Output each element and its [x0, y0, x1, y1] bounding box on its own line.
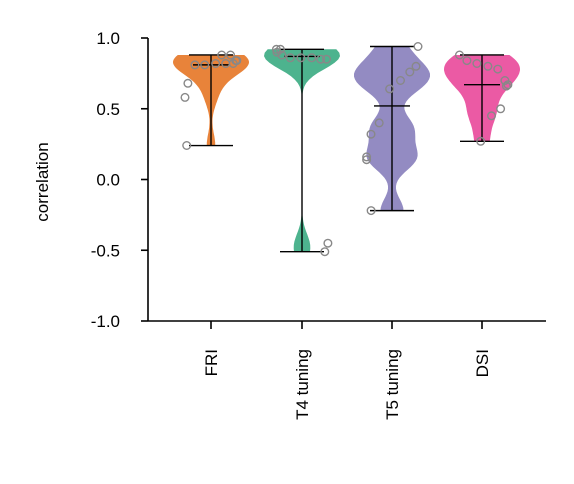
data-point — [183, 78, 193, 88]
data-point — [503, 80, 513, 90]
data-point — [385, 84, 395, 94]
x-ticks: FRI T4 tuning T5 tuning DSI — [202, 321, 492, 420]
data-point — [411, 61, 421, 71]
data-point — [366, 129, 376, 139]
data-point — [320, 247, 330, 257]
data-point — [217, 50, 227, 60]
violins-layer — [173, 46, 520, 252]
data-point — [182, 140, 192, 150]
data-point — [462, 56, 472, 66]
data-point — [501, 81, 511, 91]
y-ticks: 1.0 0.5 0.0 -0.5 -1.0 — [91, 29, 148, 331]
y-tick-label: 0.0 — [96, 171, 120, 190]
data-point — [413, 42, 423, 52]
data-point — [396, 75, 406, 85]
y-tick-label: 0.5 — [96, 100, 120, 119]
data-point — [211, 59, 221, 69]
data-point — [277, 50, 287, 60]
data-points-layer — [180, 42, 513, 257]
data-point — [366, 206, 376, 216]
data-point — [200, 60, 210, 70]
data-point — [225, 50, 235, 60]
y-axis-label: correlation — [33, 142, 52, 221]
data-point — [190, 60, 200, 70]
range-bars-layer — [189, 45, 504, 253]
x-category-label: DSI — [473, 349, 492, 377]
data-point — [307, 53, 317, 63]
data-point — [476, 136, 486, 146]
y-tick-label: 1.0 — [96, 29, 120, 48]
data-point — [496, 104, 506, 114]
data-point — [322, 54, 332, 64]
data-point — [374, 118, 384, 128]
data-point — [180, 92, 190, 102]
data-point — [285, 53, 295, 63]
y-tick-label: -1.0 — [91, 312, 120, 331]
data-point — [296, 53, 306, 63]
y-tick-label: -0.5 — [91, 241, 120, 260]
data-point — [221, 59, 231, 69]
data-point — [362, 152, 372, 162]
data-point — [362, 155, 372, 165]
data-point — [323, 238, 333, 248]
x-category-label: T4 tuning — [293, 349, 312, 420]
data-point — [316, 54, 326, 64]
x-category-label: FRI — [202, 349, 221, 376]
data-point — [405, 67, 415, 77]
data-point — [487, 111, 497, 121]
data-point — [455, 50, 465, 60]
x-category-label: T5 tuning — [383, 349, 402, 420]
data-point — [483, 61, 493, 71]
data-point — [493, 64, 503, 74]
data-point — [472, 59, 482, 69]
data-point — [272, 47, 282, 57]
